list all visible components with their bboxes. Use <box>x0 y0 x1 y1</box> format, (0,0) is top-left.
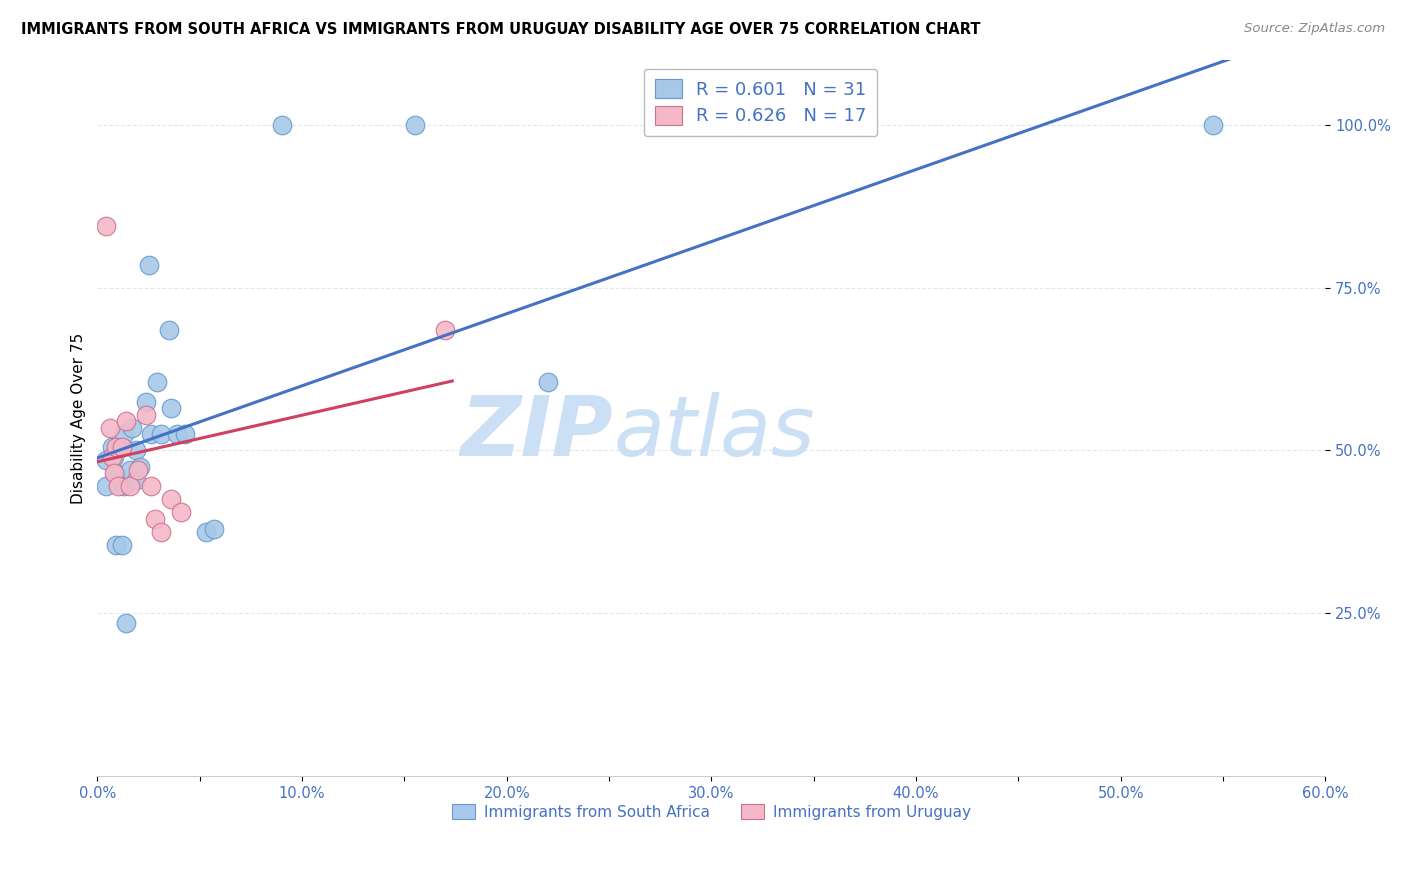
Text: atlas: atlas <box>613 392 814 473</box>
Point <box>104 467 127 481</box>
Point <box>125 473 148 487</box>
Point <box>135 408 157 422</box>
Point <box>111 538 134 552</box>
Point <box>100 450 122 464</box>
Text: Source: ZipAtlas.com: Source: ZipAtlas.com <box>1244 22 1385 36</box>
Point <box>170 505 193 519</box>
Point <box>103 467 125 481</box>
Point <box>157 323 180 337</box>
Legend: Immigrants from South Africa, Immigrants from Uruguay: Immigrants from South Africa, Immigrants… <box>446 797 977 826</box>
Point <box>149 524 172 539</box>
Point <box>536 375 558 389</box>
Point <box>121 420 143 434</box>
Point <box>434 323 457 337</box>
Point <box>112 479 135 493</box>
Point <box>166 427 188 442</box>
Point <box>120 463 142 477</box>
Point <box>115 616 138 631</box>
Point <box>145 375 167 389</box>
Point <box>139 427 162 442</box>
Point <box>120 479 142 493</box>
Point <box>202 522 225 536</box>
Point <box>125 443 148 458</box>
Point <box>138 258 160 272</box>
Point <box>100 440 122 454</box>
Point <box>149 427 172 442</box>
Point <box>174 427 197 442</box>
Point <box>94 453 117 467</box>
Point <box>98 420 121 434</box>
Point <box>104 440 127 454</box>
Point <box>194 524 217 539</box>
Point <box>270 118 292 132</box>
Point <box>129 459 152 474</box>
Point <box>143 512 166 526</box>
Point <box>108 440 131 454</box>
Point <box>94 219 117 233</box>
Point <box>115 414 138 428</box>
Point <box>94 479 117 493</box>
Point <box>107 479 129 493</box>
Point <box>160 492 183 507</box>
Point <box>160 401 183 416</box>
Point <box>127 463 149 477</box>
Y-axis label: Disability Age Over 75: Disability Age Over 75 <box>72 332 86 503</box>
Point <box>404 118 426 132</box>
Point <box>104 538 127 552</box>
Point <box>1202 118 1225 132</box>
Point <box>135 394 157 409</box>
Point <box>111 440 134 454</box>
Text: ZIP: ZIP <box>461 392 613 473</box>
Text: IMMIGRANTS FROM SOUTH AFRICA VS IMMIGRANTS FROM URUGUAY DISABILITY AGE OVER 75 C: IMMIGRANTS FROM SOUTH AFRICA VS IMMIGRAN… <box>21 22 980 37</box>
Point <box>112 427 135 442</box>
Point <box>103 450 125 464</box>
Point <box>139 479 162 493</box>
